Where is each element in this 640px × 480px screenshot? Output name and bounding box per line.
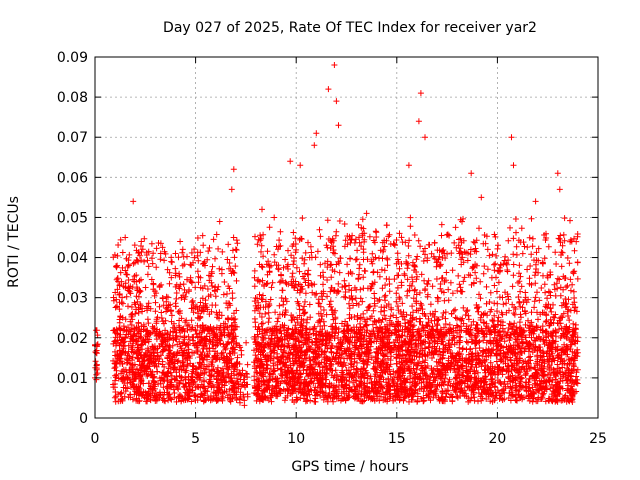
x-tick-label: 20 xyxy=(488,431,506,447)
y-tick-label: 0.04 xyxy=(57,251,88,267)
x-tick-label: 25 xyxy=(589,431,607,447)
x-axis-label: GPS time / hours xyxy=(291,459,408,475)
x-tick-label: 10 xyxy=(287,431,305,447)
plot-frame xyxy=(94,56,599,419)
data-points xyxy=(92,62,581,409)
y-tick-label: 0 xyxy=(79,411,88,427)
y-tick-label: 0.02 xyxy=(57,331,88,347)
roti-markers xyxy=(92,62,581,409)
y-tick-label: 0.01 xyxy=(57,371,88,387)
axis-ticks: 0 0.01 0.02 0.03 0.04 0.05 0.06 0.07 0.08 0.09 0 5 1… xyxy=(57,50,607,447)
x-tick-label: 0 xyxy=(91,431,100,447)
y-tick-label: 0.09 xyxy=(57,50,88,66)
y-tick-label: 0.06 xyxy=(57,170,88,186)
y-tick-label: 0.08 xyxy=(57,90,88,106)
y-tick-label: 0.03 xyxy=(57,291,88,307)
y-axis-label: ROTI / TECUs xyxy=(6,196,22,288)
chart-title: Day 027 of 2025, Rate Of TEC Index for r… xyxy=(163,20,537,36)
x-tick-label: 5 xyxy=(191,431,200,447)
y-tick-label: 0.05 xyxy=(57,210,88,226)
x-tick-label: 15 xyxy=(388,431,406,447)
y-tick-label: 0.07 xyxy=(57,130,88,146)
